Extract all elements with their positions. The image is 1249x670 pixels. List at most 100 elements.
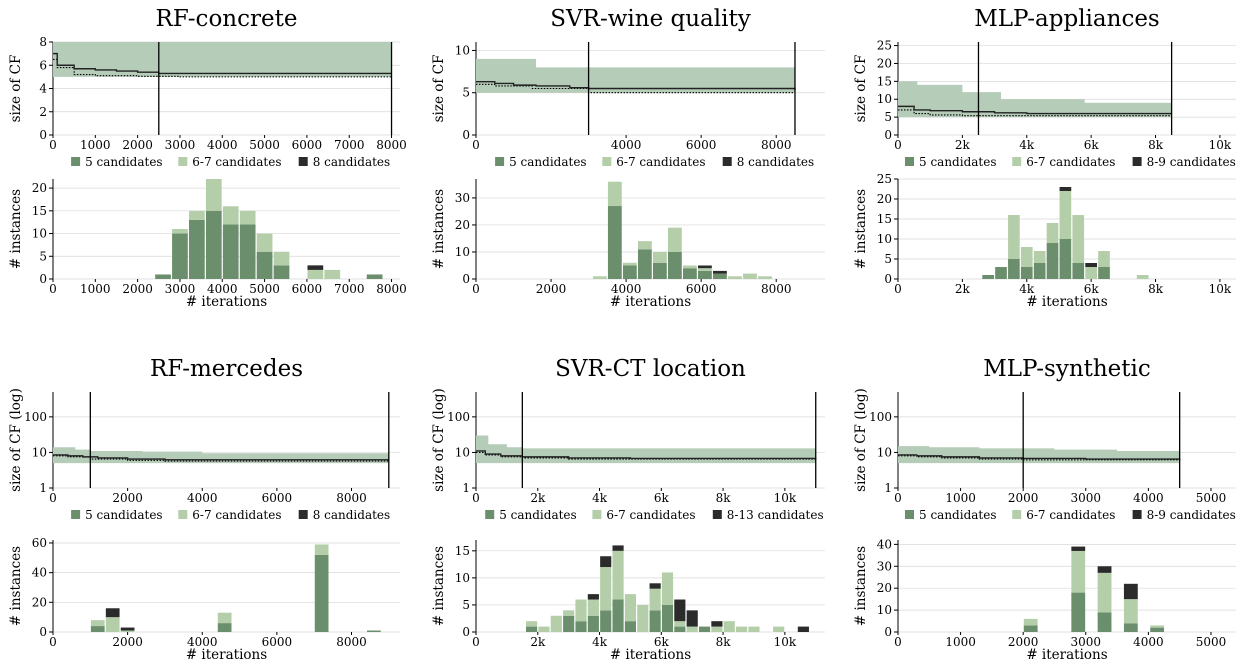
cf-size-panel-0: 0 2 4 6 8 0 1000 2000 3000 4000 5000 6000 7000 8000 si… [8,35,407,152]
histogram-bar [682,265,697,269]
cf-size-xtick-label: 2000 [112,491,143,505]
cf-size-panel-1: 0 5 10 0 4000 6000 8000 size of CF [431,42,825,152]
legend-label: 5 candidates [509,155,586,169]
legend-1: 5 candidates 6-7 candidates 8 candidates [495,155,814,169]
histogram-xtick-label: 2k [530,635,546,649]
legend-2: 5 candidates 6-7 candidates 8-9 candidates [905,155,1236,169]
histogram-panel-4: 0 5 10 15 0 2k 4k 6k 8k 10k # instances # iteration… [431,540,825,663]
cf-size-xtick-label: 2k [530,491,546,505]
histogram-bar [661,572,674,605]
histogram-bar [587,599,599,616]
legend-label: 8-13 candidates [727,508,824,522]
cf-size-xtick-label: 8000 [336,491,367,505]
histogram-ytick-label: 40 [32,566,47,580]
legend-swatch [592,510,602,519]
histogram-xlabel: # iterations [186,294,267,310]
histogram-xtick-label: 6k [654,635,670,649]
histogram-bar [256,233,273,252]
cf-size-ytick-label: 100 [447,410,470,424]
cf-size-xtick-label: 6000 [686,138,717,152]
cf-size-ytick-label: 0 [462,128,470,142]
histogram-bar [1059,187,1072,191]
cf-size-xtick-label: 0 [49,491,57,505]
histogram-ylabel: # instances [431,189,447,269]
histogram-bar [711,626,723,632]
legend-swatch [1132,510,1142,519]
histogram-bar [698,270,712,279]
histogram-bar [612,599,624,632]
cf-size-ytick-label: 10 [455,43,470,57]
histogram-xtick-label: 8k [1148,282,1164,296]
cf-size-xtick-label: 2k [955,138,971,152]
histogram-bar [773,626,785,632]
legend-label: 6-7 candidates [1026,155,1115,169]
legend-swatch [602,157,612,166]
histogram-panel-1: 0 10 20 30 0 2000 4000 6000 8000 # instances # ite… [431,179,825,310]
cf-size-xtick-label: 1000 [945,491,976,505]
histogram-panel-0: 0 5 10 15 20 0 1000 2000 3000 4000 5000 6000 7000 800… [8,179,407,310]
legend-swatch [298,157,308,166]
histogram-ytick-label: 15 [877,212,892,226]
cf-size-xtick-label: 5000 [1196,491,1227,505]
legend-label: 6-7 candidates [192,508,281,522]
cf-size-ytick-label: 100 [869,410,892,424]
histogram-xtick-label: 0 [49,282,57,296]
histogram-bar [307,265,324,270]
legend-4: 5 candidates 6-7 candidates 8-13 candidate… [485,508,824,522]
histogram-bar [538,626,550,632]
histogram-xtick-label: 8k [716,635,732,649]
histogram-bar [624,594,637,622]
histogram-bar [637,249,652,279]
legend-3: 5 candidates 6-7 candidates 8 candidates [71,508,390,522]
cf-range-band [53,447,389,464]
histogram-bar [1008,259,1020,279]
histogram-ytick-label: 0 [462,625,470,639]
legend-swatch [1132,157,1142,166]
histogram-ylabel: # instances [431,546,447,626]
histogram-bar [682,268,697,279]
cf-size-xtick-label: 2000 [122,138,153,152]
histogram-bar [324,269,341,279]
histogram-bar [155,274,171,279]
cf-size-ytick-label: 25 [877,39,892,53]
histogram-xtick-label: 1000 [945,635,976,649]
histogram-ytick-label: 20 [32,181,47,195]
cf-size-xtick-label: 0 [894,491,902,505]
histogram-xtick-label: 8000 [336,635,367,649]
histogram-bar [736,626,748,632]
histogram-xtick-label: 0 [49,635,57,649]
histogram-xtick-label: 4k [592,635,608,649]
panel-title: MLP-appliances [974,6,1160,32]
histogram-ytick-label: 60 [32,536,47,550]
histogram-bar [205,210,222,279]
histogram-bar [1098,251,1110,267]
histogram-bar [120,630,135,632]
histogram-bar [652,251,667,263]
cf-size-xtick-label: 6k [654,491,670,505]
cf-size-ytick-label: 6 [39,58,47,72]
cf-median-line [53,454,390,461]
histogram-xtick-label: 6000 [292,282,323,296]
histogram-panel-2: 0 5 10 15 20 25 0 2k 4k 6k 8k 10k # instances # itera… [853,172,1236,310]
legend-label: 6-7 candidates [616,155,705,169]
cf-mean-line [53,58,392,78]
histogram-ytick-label: 20 [455,218,470,232]
legend-swatch [722,157,732,166]
histogram-bar [713,273,727,279]
histogram-ytick-label: 0 [884,272,892,286]
panel-title: SVR-CT location [555,356,746,382]
histogram-bar [217,612,232,624]
histogram-ylabel: # instances [8,189,24,269]
histogram-bar [674,626,686,632]
histogram-bar [1071,546,1086,551]
histogram-ytick-label: 10 [877,232,892,246]
legend-label: 6-7 candidates [606,508,695,522]
cf-size-ytick-label: 8 [39,35,47,49]
histogram-bar [1150,627,1165,632]
histogram-bar [1059,239,1072,279]
cf-size-xtick-label: 4k [592,491,608,505]
histogram-bar [674,599,686,622]
histogram-ytick-label: 10 [32,227,47,241]
histogram-bar [105,617,120,632]
